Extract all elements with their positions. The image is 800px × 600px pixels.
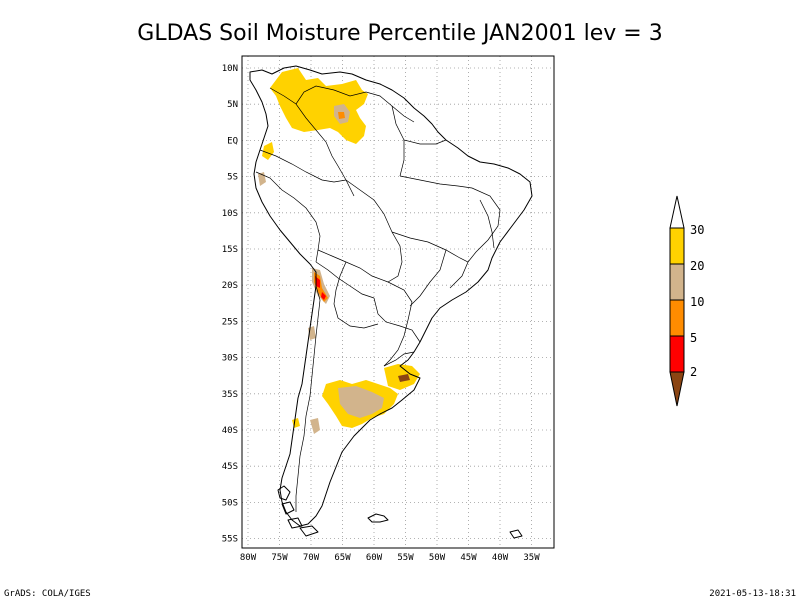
lon-tick-label: 65W	[334, 553, 351, 563]
shade-lagoon-brown	[398, 374, 410, 382]
lon-tick-label: 35W	[523, 553, 540, 563]
lon-tick-label: 55W	[397, 553, 414, 563]
legend-label-2: 2	[690, 365, 697, 379]
footer-credit: GrADS: COLA/IGES	[4, 589, 91, 599]
legend-swatch-10-20	[669, 263, 685, 301]
legend-swatch-below-2	[669, 371, 685, 407]
map-title: GLDAS Soil Moisture Percentile JAN2001 l…	[137, 21, 662, 46]
lon-tick-label: 75W	[271, 553, 288, 563]
islands	[277, 485, 523, 539]
coastline-south-america	[249, 65, 533, 527]
legend-label-5: 5	[690, 331, 697, 345]
legend-swatch-20-30	[669, 227, 685, 265]
lat-tick-label: 15S	[222, 245, 238, 255]
lon-tick-label: 60W	[366, 553, 383, 563]
lat-tick-label: 40S	[222, 426, 238, 436]
footer-timestamp: 2021-05-13-18:31	[709, 589, 796, 599]
shade-pampas-tan	[338, 386, 384, 418]
lat-tick-label: EQ	[227, 136, 238, 146]
shade-patagonia-yellow	[292, 418, 300, 428]
lat-tick-label: 20S	[222, 281, 238, 291]
lat-tick-label: 50S	[222, 498, 238, 508]
shade-ecuador-yellow	[262, 142, 274, 160]
lat-tick-label: 5S	[227, 173, 238, 183]
lat-tick-label: 10N	[222, 64, 238, 74]
shade-patagonia-tan	[310, 418, 320, 434]
latitude-tick-labels: 10N 5N EQ 5S 10S 15S 20S 25S 30S 35S 40S 45S 50S 55S	[222, 64, 238, 545]
shade-north-orange	[338, 112, 345, 119]
lon-tick-label: 80W	[240, 553, 257, 563]
lat-tick-label: 5N	[227, 100, 238, 110]
shade-north-yellow	[270, 68, 368, 144]
graticule	[242, 56, 554, 548]
lon-tick-label: 40W	[492, 553, 509, 563]
legend-swatch-above-30	[669, 195, 685, 229]
lat-tick-label: 10S	[222, 209, 238, 219]
legend-label-10: 10	[690, 295, 704, 309]
legend-swatch-5-10	[669, 299, 685, 337]
shade-peru-tan	[258, 172, 266, 186]
longitude-tick-labels: 80W 75W 70W 65W 60W 55W 50W 45W 40W 35W	[240, 553, 540, 563]
legend-swatch-2-5	[669, 335, 685, 373]
legend-label-20: 20	[690, 259, 704, 273]
shade-atacama-red-2	[321, 292, 326, 300]
map-frame	[241, 55, 555, 549]
lon-tick-label: 45W	[460, 553, 477, 563]
lat-tick-label: 25S	[222, 317, 238, 327]
lat-tick-label: 45S	[222, 462, 238, 472]
lon-tick-label: 50W	[429, 553, 446, 563]
lon-tick-label: 70W	[303, 553, 320, 563]
country-borders	[255, 85, 501, 512]
legend-label-30: 30	[690, 223, 704, 237]
lat-tick-label: 35S	[222, 390, 238, 400]
colorbar-legend: 30 20 10 5 2	[669, 195, 704, 407]
lat-tick-label: 55S	[222, 535, 238, 545]
lat-tick-label: 30S	[222, 354, 238, 364]
